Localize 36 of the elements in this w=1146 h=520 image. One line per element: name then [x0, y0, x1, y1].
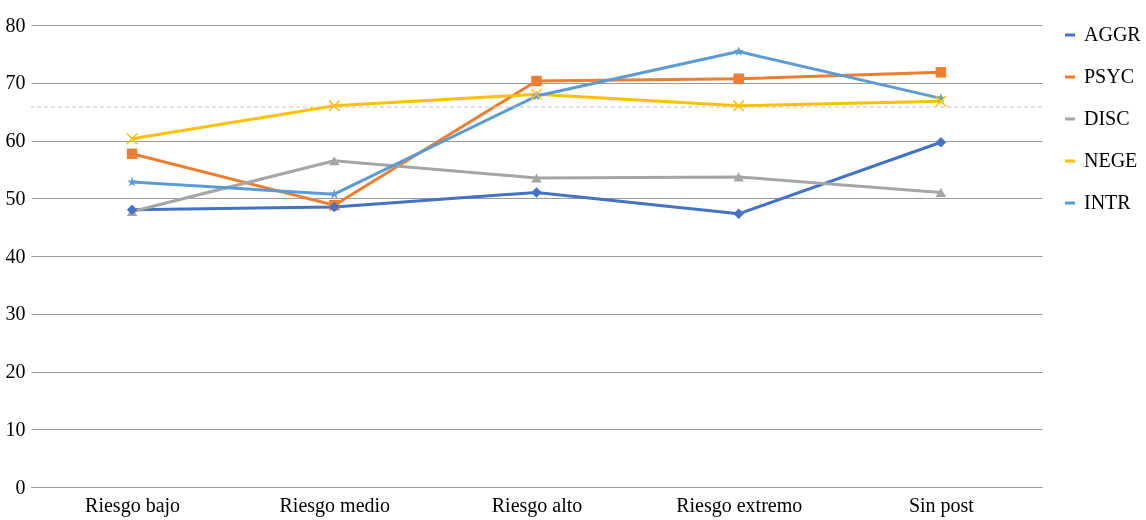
y-tick-label: 10	[5, 417, 26, 440]
y-tick-label: 30	[5, 302, 26, 325]
x-tick-label: Riesgo medio	[279, 493, 391, 517]
y-tick-label: 60	[5, 129, 26, 151]
x-tick-label: Riesgo alto	[491, 493, 583, 517]
point	[329, 156, 340, 166]
legend-label: AGGR	[1084, 23, 1142, 45]
point	[935, 187, 947, 198]
point	[934, 95, 947, 108]
point	[531, 187, 542, 198]
legend-label: DISC	[1084, 107, 1130, 129]
point	[733, 46, 744, 56]
point	[328, 99, 341, 112]
x-tick-label: Sin post	[908, 493, 975, 517]
point	[126, 148, 138, 160]
point	[733, 208, 744, 220]
point	[733, 172, 744, 182]
y-tick-label: 20	[5, 360, 26, 382]
legend-label: PSYC	[1084, 65, 1135, 87]
x-tick-label: Riesgo bajo	[85, 493, 181, 517]
y-tick-label: 0	[15, 475, 26, 498]
point	[732, 99, 745, 112]
point	[733, 73, 744, 84]
point	[127, 176, 138, 187]
y-tick-label: 80	[5, 13, 26, 36]
point	[126, 132, 139, 145]
point	[531, 75, 542, 87]
x-tick-label: Riesgo extremo	[676, 493, 803, 517]
point	[531, 173, 542, 183]
legend-label: NEGE	[1084, 149, 1138, 171]
y-tick-label: 40	[5, 244, 26, 267]
point	[935, 67, 947, 78]
legend-label: INTR	[1084, 191, 1132, 213]
y-tick-label: 70	[5, 71, 26, 94]
y-tick-label: 50	[5, 186, 26, 209]
point	[935, 136, 947, 148]
